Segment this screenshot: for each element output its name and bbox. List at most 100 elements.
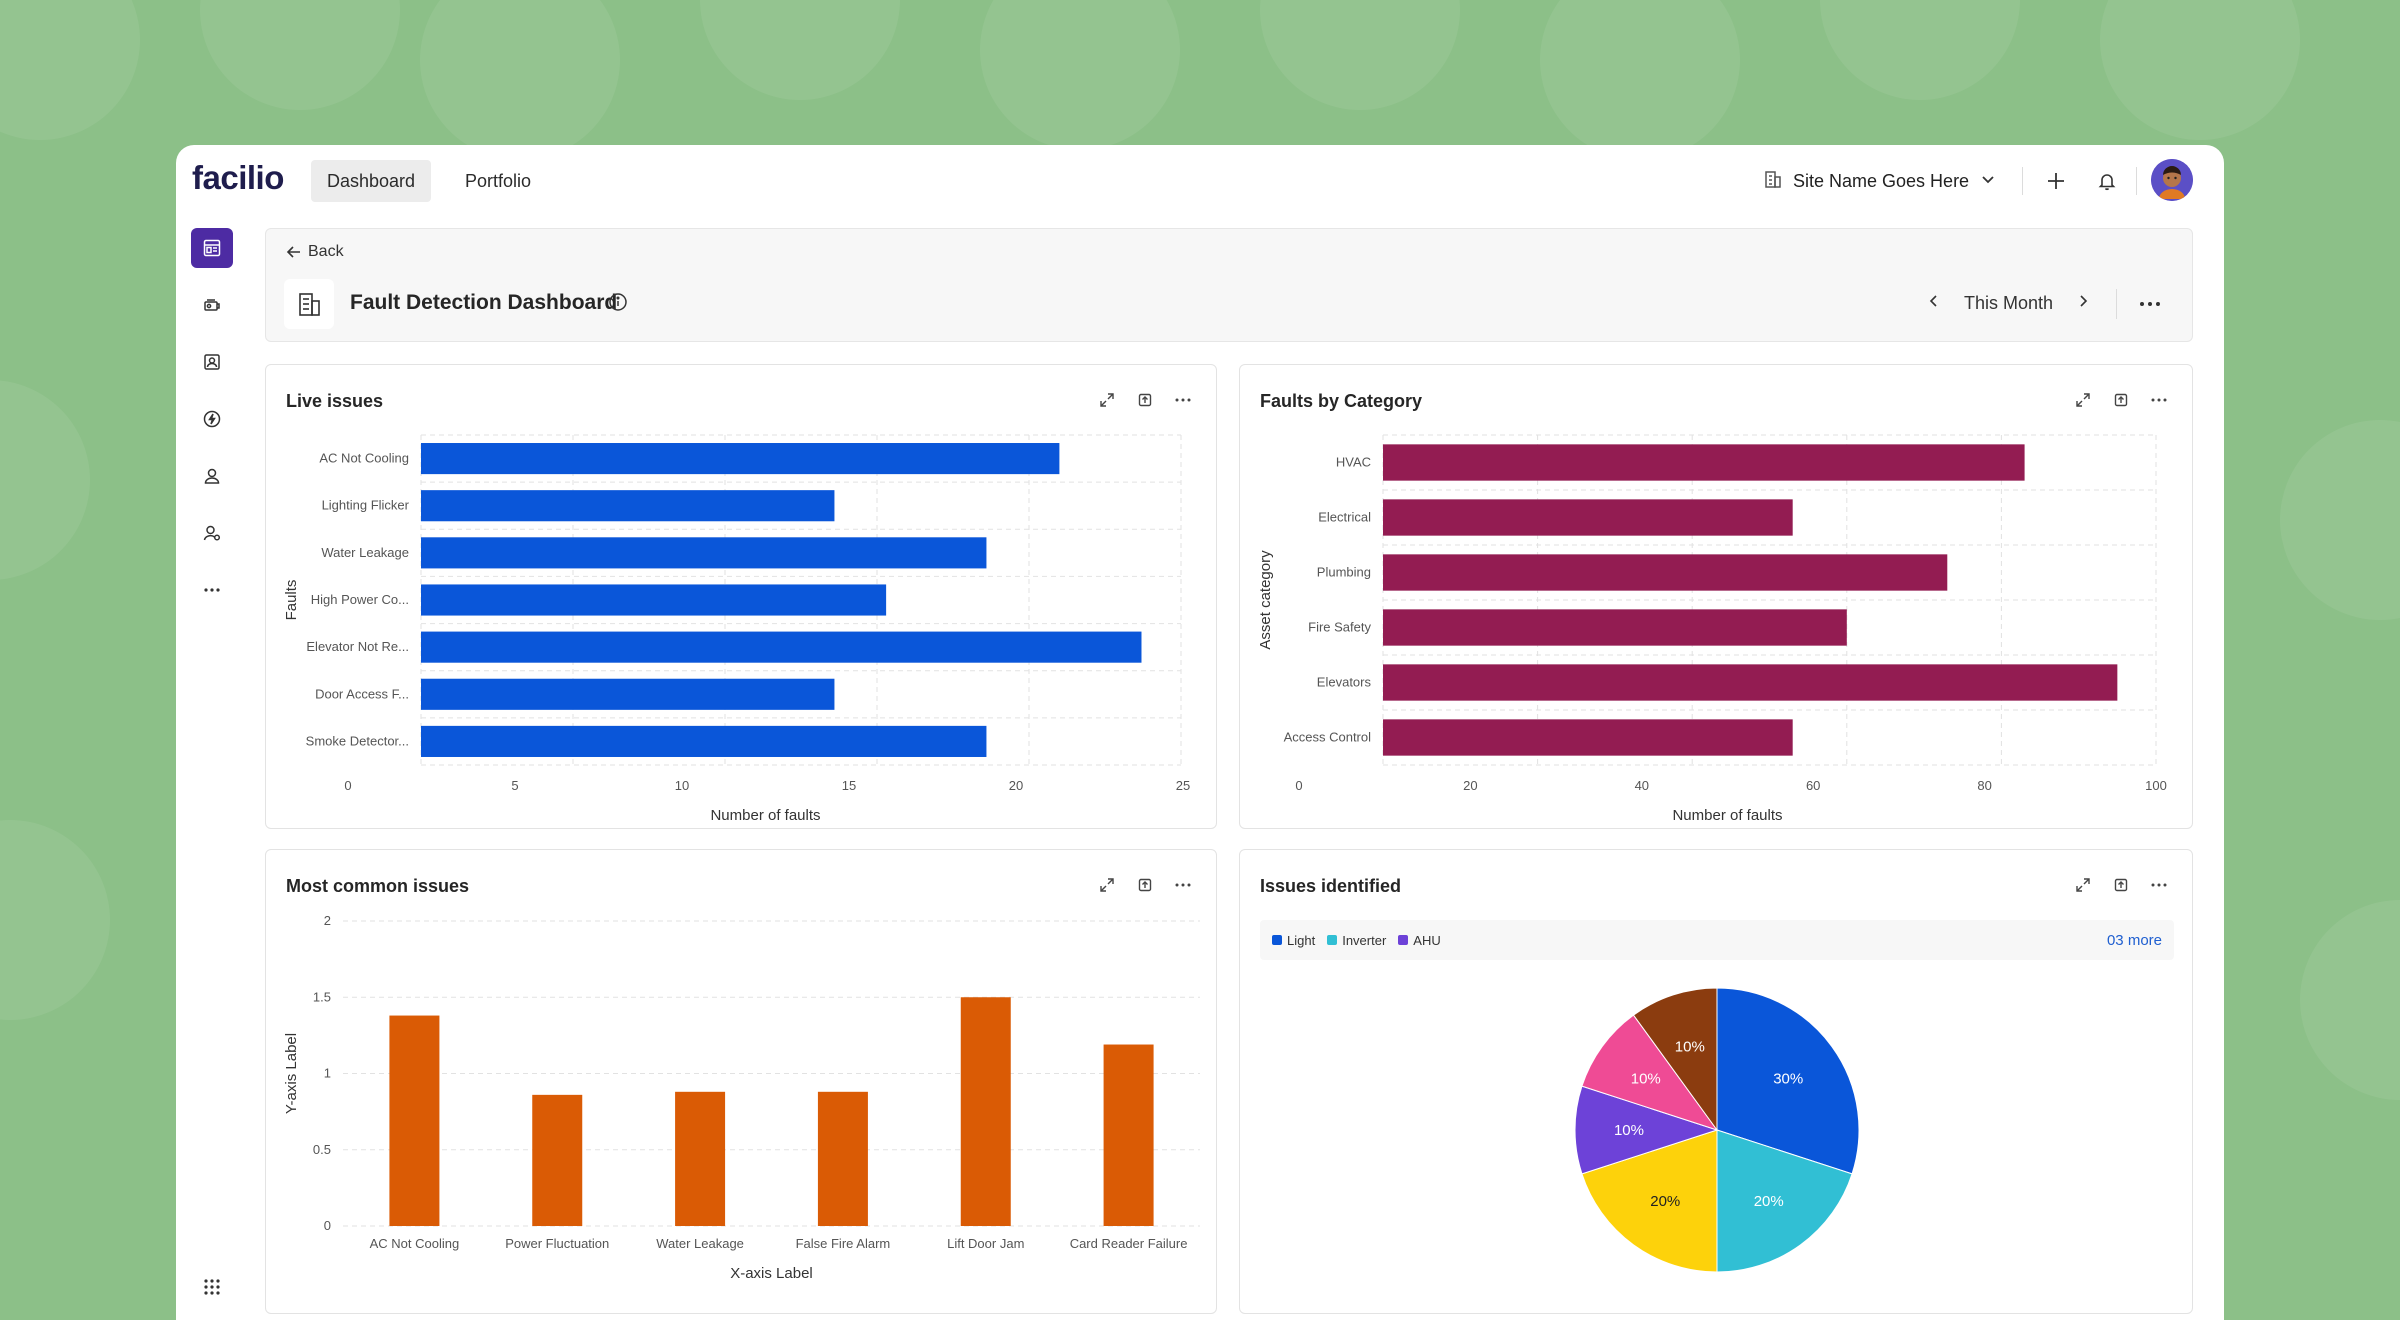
sidebar-item-dashboard[interactable]	[191, 228, 233, 268]
sidebar-item-apps[interactable]	[191, 1267, 233, 1307]
x-tick-label: 60	[1806, 778, 1820, 793]
card-most-common-issues: 0 0.5 1 1.5 2 AC Not Cooling Power Fluctuation…	[265, 849, 1217, 1314]
sidebar-item-contacts[interactable]	[191, 342, 233, 382]
more-icon[interactable]	[2148, 874, 2170, 896]
x-tick-label: Water Leakage	[656, 1236, 744, 1251]
period-selector: This Month	[1926, 293, 2091, 314]
y-tick-label: Plumbing	[1317, 565, 1371, 580]
pie-label: 10%	[1631, 1070, 1661, 1087]
bar	[1383, 554, 1948, 591]
period-label[interactable]: This Month	[1964, 293, 2054, 313]
card-live-issues: 0 5 10 15 20 25 AC Not Cooling Lighting Flicker…	[265, 364, 1217, 829]
y-tick-label: Elevator Not Re...	[306, 639, 409, 654]
nav-tab-portfolio[interactable]: Portfolio	[465, 171, 532, 191]
sidebar-item-energy[interactable]	[191, 399, 233, 439]
bar	[960, 997, 1011, 1226]
bar	[421, 443, 1060, 475]
legend-more-link[interactable]: 03 more	[2106, 931, 2162, 949]
sidebar-item-assets[interactable]	[191, 285, 233, 325]
bar	[1383, 719, 1793, 756]
y-tick-label: High Power Co...	[311, 592, 409, 607]
card-actions	[1096, 874, 1194, 896]
y-axis-label: Asset category	[1257, 550, 1274, 650]
x-tick-label: 25	[1176, 778, 1190, 793]
x-tick-label: 100	[2145, 778, 2167, 793]
sidebar-item-people[interactable]	[191, 456, 233, 496]
info-icon[interactable]	[608, 292, 628, 317]
site-name-label: Site Name Goes Here	[1793, 170, 1970, 191]
add-icon[interactable]	[2042, 167, 2070, 195]
card-actions	[1096, 389, 1194, 411]
card-title: Issues identified	[1260, 876, 1402, 896]
y-tick-label: 1	[324, 1066, 331, 1081]
expand-icon[interactable]	[2072, 874, 2094, 896]
x-tick-label: 10	[675, 778, 689, 793]
people-icon	[204, 468, 220, 484]
card-title: Most common issues	[286, 876, 470, 896]
legend-swatch	[1327, 935, 1338, 945]
site-selector[interactable]: Site Name Goes Here	[1763, 160, 1997, 202]
building-icon	[1763, 169, 1783, 194]
bell-icon[interactable]	[2093, 167, 2121, 195]
bar	[421, 584, 887, 616]
app-window: facilio Dashboard Portfolio Site Name Go…	[176, 145, 2224, 1320]
legend-label: Light	[1287, 932, 1316, 948]
contacts-icon	[204, 354, 220, 370]
bar	[532, 1094, 583, 1226]
pie-label: 10%	[1675, 1038, 1705, 1055]
nav-tab-dashboard[interactable]: Dashboard	[311, 160, 432, 202]
sidebar-item-user-settings[interactable]	[191, 513, 233, 553]
pie-slice	[1581, 1014, 1719, 1131]
x-axis-label: Number of faults	[1672, 807, 1782, 824]
chevron-right-icon[interactable]	[2075, 293, 2091, 314]
export-icon[interactable]	[1134, 389, 1156, 411]
energy-icon	[203, 410, 221, 428]
bar	[421, 678, 835, 710]
y-tick-label: Smoke Detector...	[306, 733, 409, 748]
expand-icon[interactable]	[1096, 874, 1118, 896]
x-tick-label: Card Reader Failure	[1070, 1236, 1188, 1251]
bar	[1383, 444, 2025, 481]
apps-grid-icon	[204, 1279, 220, 1295]
more-icon[interactable]	[2148, 389, 2170, 411]
top-bar: facilio Dashboard Portfolio Site Name Go…	[176, 145, 2224, 217]
more-icon[interactable]	[1172, 389, 1194, 411]
y-axis-label: Y-axis Label	[283, 1033, 300, 1114]
chevron-left-icon[interactable]	[1926, 293, 1942, 314]
x-tick-label: Lift Door Jam	[947, 1236, 1024, 1251]
facilio-logo[interactable]: facilio	[192, 159, 284, 196]
export-icon[interactable]	[2110, 874, 2132, 896]
y-tick-label: 0	[324, 1218, 331, 1233]
pie-label: 30%	[1773, 1070, 1803, 1087]
legend-item[interactable]: Inverter	[1327, 933, 1386, 948]
sidebar	[176, 217, 248, 1320]
legend-item[interactable]: AHU	[1398, 933, 1441, 948]
sidebar-item-more[interactable]	[191, 570, 233, 610]
back-link[interactable]: Back	[286, 243, 344, 261]
y-tick-label: AC Not Cooling	[319, 451, 409, 466]
card-actions	[2072, 874, 2170, 896]
avatar[interactable]	[2151, 159, 2193, 201]
more-icon[interactable]	[1172, 874, 1194, 896]
export-icon[interactable]	[1134, 874, 1156, 896]
most-common-issues-chart: 0 0.5 1 1.5 2 AC Not Cooling Power Fluctuation…	[283, 913, 1200, 1282]
x-tick-label: 20	[1463, 778, 1477, 793]
more-icon	[204, 588, 220, 592]
more-options-icon[interactable]	[2132, 289, 2168, 319]
export-icon[interactable]	[2110, 389, 2132, 411]
page-title: Fault Detection Dashboard	[350, 291, 618, 314]
y-axis-label: Faults	[283, 580, 300, 621]
legend-swatch	[1398, 935, 1409, 945]
expand-icon[interactable]	[1096, 389, 1118, 411]
bar	[389, 1015, 440, 1226]
pie-label: 20%	[1754, 1193, 1784, 1210]
y-tick-label: Fire Safety	[1308, 620, 1371, 635]
bar	[1103, 1044, 1154, 1226]
arrow-left-icon	[286, 246, 300, 258]
x-tick-label: 0	[344, 778, 351, 793]
bar	[421, 631, 1142, 663]
y-tick-label: Lighting Flicker	[322, 498, 410, 513]
y-tick-label: 1.5	[313, 989, 331, 1004]
expand-icon[interactable]	[2072, 389, 2094, 411]
legend-item[interactable]: Light	[1272, 933, 1315, 948]
